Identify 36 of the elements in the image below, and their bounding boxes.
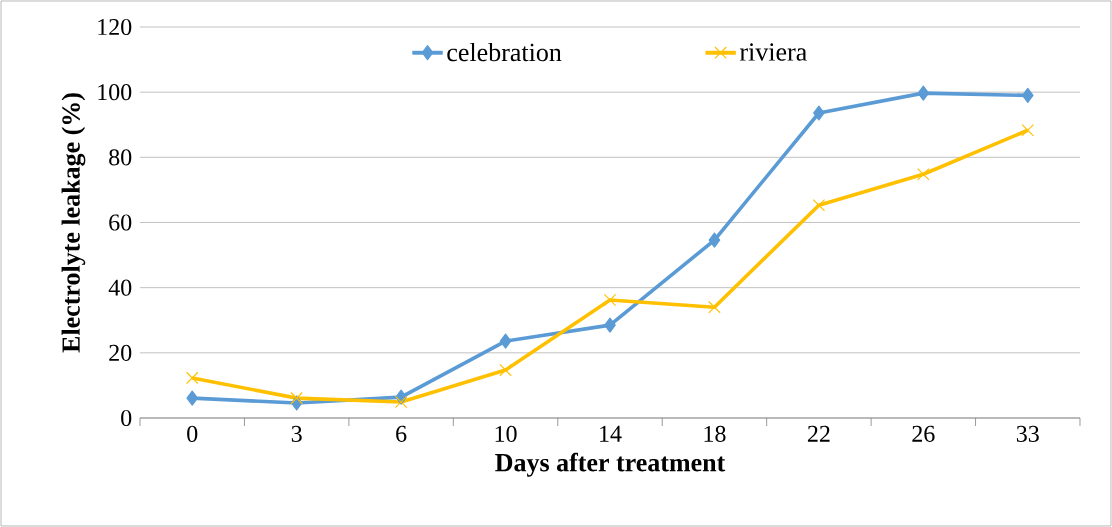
point	[499, 363, 512, 377]
point	[708, 300, 721, 314]
point	[499, 333, 512, 349]
x-tick-label: 22	[807, 425, 830, 442]
x-tick-label: 26	[912, 425, 935, 442]
point	[603, 293, 617, 307]
y-axis-title: Electrolyte leakage (%)	[61, 93, 86, 353]
x-tick-label: 33	[1016, 425, 1039, 442]
x-tick-label: 14	[600, 425, 622, 442]
point	[1021, 87, 1034, 104]
point	[917, 168, 930, 181]
y-tick-label: 0	[121, 409, 132, 427]
point	[394, 395, 408, 409]
point	[186, 390, 199, 406]
y-tick-label: 20	[109, 344, 132, 361]
x-tick-label: 3	[291, 425, 302, 442]
point	[813, 105, 825, 121]
y-tick-label: 100	[98, 84, 132, 101]
legend-label: riviera	[739, 43, 807, 61]
y-tick-label: 120	[98, 18, 132, 36]
x-axis-title: Days after treatment	[495, 452, 726, 477]
y-tick-label: 80	[109, 149, 132, 166]
point	[917, 85, 930, 101]
x-tick-label: 6	[396, 425, 407, 442]
point	[185, 371, 199, 385]
point	[812, 198, 826, 212]
point	[604, 317, 616, 333]
x-tick-label: 10	[495, 425, 517, 442]
y-tick-label: 60	[109, 214, 132, 231]
point	[290, 391, 303, 405]
point	[1021, 124, 1035, 137]
y-tick-label: 40	[108, 279, 132, 296]
legend-label: celebration	[447, 42, 562, 62]
point	[708, 232, 721, 248]
x-tick-label: 18	[704, 425, 726, 442]
x-tick-label: 0	[187, 425, 198, 442]
